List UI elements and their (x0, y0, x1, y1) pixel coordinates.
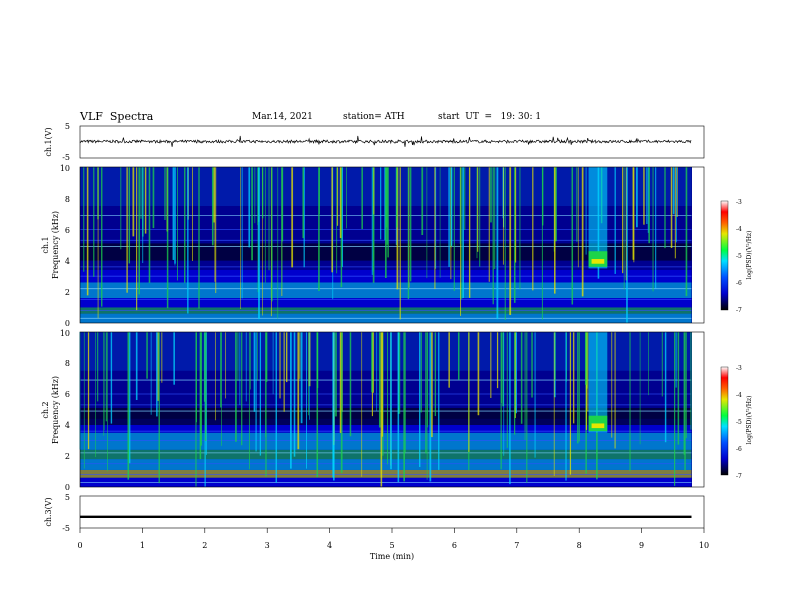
ch1-ylabel: ch.1(V) (44, 127, 53, 156)
spec1-ytick-4: 4 (65, 257, 70, 266)
ch1-spectrogram-panel: 0 2 4 6 8 10 ch.1 Frequency (kHz) (41, 164, 705, 328)
ch2-spectrogram-panel: 0 2 4 6 8 10 ch.2 Frequency (kHz) (41, 329, 705, 492)
ch3-ytick-top: 5 (65, 493, 70, 502)
spec1-ytick-10: 10 (60, 164, 70, 173)
ch3-ylabel: ch.3(V) (44, 497, 53, 526)
cbar1-tick-m7: -7 (736, 307, 742, 314)
cbar1-tick-m3: -3 (736, 199, 742, 206)
spec2-burst-peak (591, 423, 605, 429)
ch1-waveform-panel: 5 -5 ch.1(V) (44, 122, 705, 162)
cbar2-tick-m7: -7 (736, 473, 742, 480)
cbar2-tick-m4: -4 (736, 392, 742, 399)
spec2-dark-band (80, 407, 692, 425)
cbar2-tick-m6: -6 (736, 446, 742, 453)
time-tick-label-3: 3 (265, 541, 270, 550)
spec2-ytick-10: 10 (60, 329, 70, 338)
cbar1-tick-m5: -5 (736, 253, 742, 260)
time-tick-label-5: 5 (389, 541, 394, 550)
spec1-band-2 (80, 298, 692, 308)
cbar1-tick-m4: -4 (736, 226, 742, 233)
ch1-waveform-line (79, 135, 692, 147)
time-axis-label: Time (min) (370, 552, 414, 561)
spec2-band-3 (80, 449, 692, 460)
spec1-channel-label: ch.1 (41, 236, 50, 253)
station-label: station= ATH (343, 112, 405, 122)
spec2-ytick-2: 2 (65, 452, 70, 461)
spec2-ytick-0: 0 (65, 483, 70, 492)
spec2-channel-label: ch.2 (41, 401, 50, 418)
time-tick-label-2: 2 (202, 541, 207, 550)
time-tick-label-8: 8 (577, 541, 582, 550)
spec1-ytick-6: 6 (65, 226, 70, 235)
date-label: Mar.14, 2021 (252, 112, 313, 122)
spec2-band-4 (80, 432, 692, 450)
spec2-ytick-4: 4 (65, 421, 70, 430)
spec2-ytick-8: 8 (65, 359, 70, 368)
spec1-burst (588, 167, 608, 269)
spec1-ytick-0: 0 (65, 319, 70, 328)
figure-title: VLF Spectra (80, 110, 154, 123)
ch2-colorbar: -3 -4 -5 -6 -7 log(PSD)(V²/Hz) (720, 365, 753, 480)
spec1-ytick-2: 2 (65, 288, 70, 297)
time-tick-label-9: 9 (639, 541, 644, 550)
ch3-ytick-bottom: -5 (62, 524, 70, 533)
cbar1-label: log(PSD)(V²/Hz) (746, 231, 753, 280)
start-ut-label: start UT = 19: 30: 1 (438, 112, 542, 122)
ch1-ytick-bottom: -5 (62, 153, 70, 162)
spec1-ytick-8: 8 (65, 195, 70, 204)
spec1-band-3 (80, 282, 692, 299)
time-tick-label-0: 0 (77, 541, 82, 550)
spec2-band-2 (80, 459, 692, 470)
time-tick-label-4: 4 (327, 541, 332, 550)
spec2-burst (588, 332, 608, 433)
spec1-burst-peak (591, 259, 605, 264)
ch1-colorbar: -3 -4 -5 -6 -7 log(PSD)(V²/Hz) (720, 199, 753, 314)
spec2-ylabel: Frequency (kHz) (51, 376, 60, 444)
time-tick-label-7: 7 (514, 541, 519, 550)
cbar2-tick-m5: -5 (736, 419, 742, 426)
time-axis-ticks: 0 1 2 3 4 5 6 7 8 9 10 (77, 528, 709, 550)
spec2-band-1 (80, 469, 692, 478)
cbar1-tick-m6: -6 (736, 280, 742, 287)
ch1-ytick-top: 5 (65, 122, 70, 131)
time-tick-label-6: 6 (452, 541, 457, 550)
time-tick-label-1: 1 (140, 541, 145, 550)
cbar2-tick-m3: -3 (736, 365, 742, 372)
spec2-ytick-6: 6 (65, 390, 70, 399)
ch3-waveform-panel: 5 -5 ch.3(V) (44, 493, 705, 533)
spec1-ylabel: Frequency (kHz) (51, 211, 60, 279)
cbar2-label: log(PSD)(V²/Hz) (746, 396, 753, 445)
time-tick-label-10: 10 (699, 541, 709, 550)
